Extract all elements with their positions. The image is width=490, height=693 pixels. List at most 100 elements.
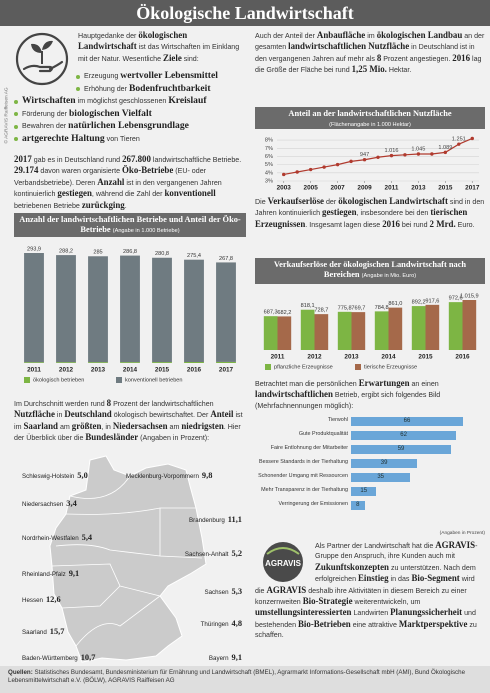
state-value: 4,8: [232, 619, 242, 628]
y-tick-label: 5%: [265, 162, 273, 168]
chart-title: Anzahl der landwirtschaftlichen Betriebe…: [19, 215, 241, 234]
y-tick-label: 4%: [265, 170, 273, 176]
text-run: .: [124, 201, 127, 210]
text-run: zu unterstützen. Nach dem erfolgreichen: [315, 563, 476, 584]
text-run: sind:: [181, 54, 199, 63]
goal-list: Erzeugung wertvoller Lebensmittel Erhöhun…: [14, 70, 246, 146]
highlight: 2016: [382, 218, 400, 229]
text-run: deshalb ihre Aktivitäten in diesem Berei…: [255, 586, 467, 607]
bar: 15: [351, 486, 377, 496]
bar-row: Bessere Standards in der Tierhaltung 39: [255, 456, 485, 470]
text-run: eine attraktive: [350, 620, 399, 629]
highlight: gestiegen: [322, 207, 357, 218]
text-run: Hektar.: [386, 66, 412, 75]
highlight: biologischen Vielfalt: [68, 107, 152, 119]
y-tick-label: 6%: [265, 154, 273, 160]
x-tick-label: 2015: [155, 367, 170, 374]
state-value: 9,8: [202, 471, 212, 480]
bar-row: Faire Entlohnung der Mitarbeiter 59: [255, 442, 485, 456]
state-name: Brandenburg: [189, 517, 225, 524]
highlight: ökologischen Landwirtschaft: [338, 196, 448, 206]
highlight: landwirtschaftlichen: [255, 389, 333, 400]
x-tick-label: 2003: [277, 185, 292, 192]
goal-item: artgerechte Haltung von Tieren: [14, 133, 246, 146]
text-run: von Tieren: [104, 134, 140, 143]
bar: [263, 316, 278, 350]
text-run: Bewahren der: [22, 122, 69, 131]
state-label: Brandenburg 11,1: [189, 515, 242, 524]
chart-subtitle: (Angabe in Mio. Euro): [361, 273, 417, 279]
value-label: 728,7: [314, 308, 328, 314]
annotation: 1.089: [438, 145, 452, 151]
text-run: gab es in Deutschland rund: [31, 156, 123, 164]
legend-swatch: [355, 364, 361, 370]
value-label: 62: [400, 432, 407, 438]
germany-shape: [49, 455, 207, 663]
text-run: Auch der Anteil der: [255, 32, 317, 40]
x-tick-label: 2015: [418, 354, 433, 361]
point: [376, 155, 380, 159]
x-tick-label: 2012: [307, 354, 322, 361]
x-tick-label: 2013: [344, 354, 359, 361]
text-run: Als Partner der Landwirtschaft hat die: [315, 542, 436, 550]
state-value: 9,1: [69, 569, 79, 578]
text-run: . Insgesamt lagen diese: [305, 220, 383, 229]
state-name: Bayern: [209, 655, 229, 662]
y-tick-label: 8%: [265, 138, 273, 144]
text-run: , insbesondere bei den: [356, 209, 431, 218]
value-label: 66: [403, 418, 411, 424]
state-label: Hessen 12,6: [22, 595, 61, 604]
highlight: Marktperspektive: [398, 618, 468, 629]
value-label: 286,8: [123, 249, 137, 255]
state-name: Rheinland-Pfalz: [22, 571, 66, 578]
x-tick-label: 2011: [27, 367, 41, 374]
state-name: Hessen: [22, 597, 44, 604]
highlight: niedrigsten: [181, 420, 224, 431]
value-label: 769,7: [351, 306, 365, 312]
highlight: ökologischen Landwirtschaft: [78, 30, 188, 52]
highlight: Bundesländer: [85, 432, 139, 443]
text-run: zu schaffen.: [255, 620, 477, 640]
highlight: gestiegen: [57, 188, 92, 199]
text-run: ist das Wirtschaften im Einklang mit der…: [78, 43, 240, 63]
point: [403, 153, 407, 157]
text-run: Die: [255, 198, 268, 206]
state-label: Baden-Württemberg 10,7: [22, 653, 95, 662]
x-tick-label: 2012: [59, 367, 74, 374]
value-label: 784,8: [375, 305, 389, 311]
highlight: Erwartungen: [358, 378, 410, 388]
bar: [88, 256, 108, 363]
area-chart: 3% 4% 5% 6% 7% 8% 2003 2005 2007 2009 2011 2013 2015…: [255, 130, 485, 192]
highlight: wertvoller Lebensmittel: [120, 70, 218, 81]
bar: [152, 257, 172, 363]
state-label: Niedersachsen 3,4: [22, 499, 78, 508]
bar: [152, 362, 172, 363]
page-title: Ökologische Landwirtschaft: [0, 0, 490, 26]
highlight: natürlichen Lebensgrundlage: [68, 120, 189, 132]
goal-item: Erzeugung wertvoller Lebensmittel: [76, 70, 246, 83]
bar: [388, 307, 403, 350]
text-run: sind in den Jahren kontinuierlich: [255, 198, 485, 218]
highlight: Bio-Strategie: [302, 596, 353, 607]
agravis-logo: AGRAVIS: [263, 542, 303, 582]
state-label: Sachsen-Anhalt 5,2: [185, 549, 242, 558]
value-label: 892,2: [412, 300, 426, 306]
bar: [374, 311, 389, 350]
legend-swatch: [24, 377, 30, 383]
value-label: 818,1: [301, 303, 315, 309]
chart-header: Verkaufserlöse der ökologischen Landwirt…: [255, 258, 485, 284]
state-name: Nordrhein-Westfalen: [22, 535, 79, 542]
text-run: wird die: [255, 575, 475, 595]
text-run: Betrieb, ergibt sich folgendes Bild (Meh…: [255, 391, 441, 410]
copyright: © AGRAVIS Raiffeisen AG: [4, 87, 10, 144]
value-label: 39: [380, 460, 388, 466]
point: [416, 152, 421, 156]
value-label: 687,3: [264, 310, 278, 316]
y-tick-label: 7%: [265, 146, 273, 152]
chart-subtitle: (Flächenangabe in 1.000 Hektar): [329, 122, 411, 128]
point: [457, 142, 461, 146]
text-run: (EU- oder Verbandsbetriebe). Deren: [14, 167, 206, 187]
y-tick-label: Verringerung der Emissionen: [278, 501, 348, 508]
state-name: Sachsen: [204, 589, 229, 596]
text-run: Landwirten: [351, 609, 391, 618]
